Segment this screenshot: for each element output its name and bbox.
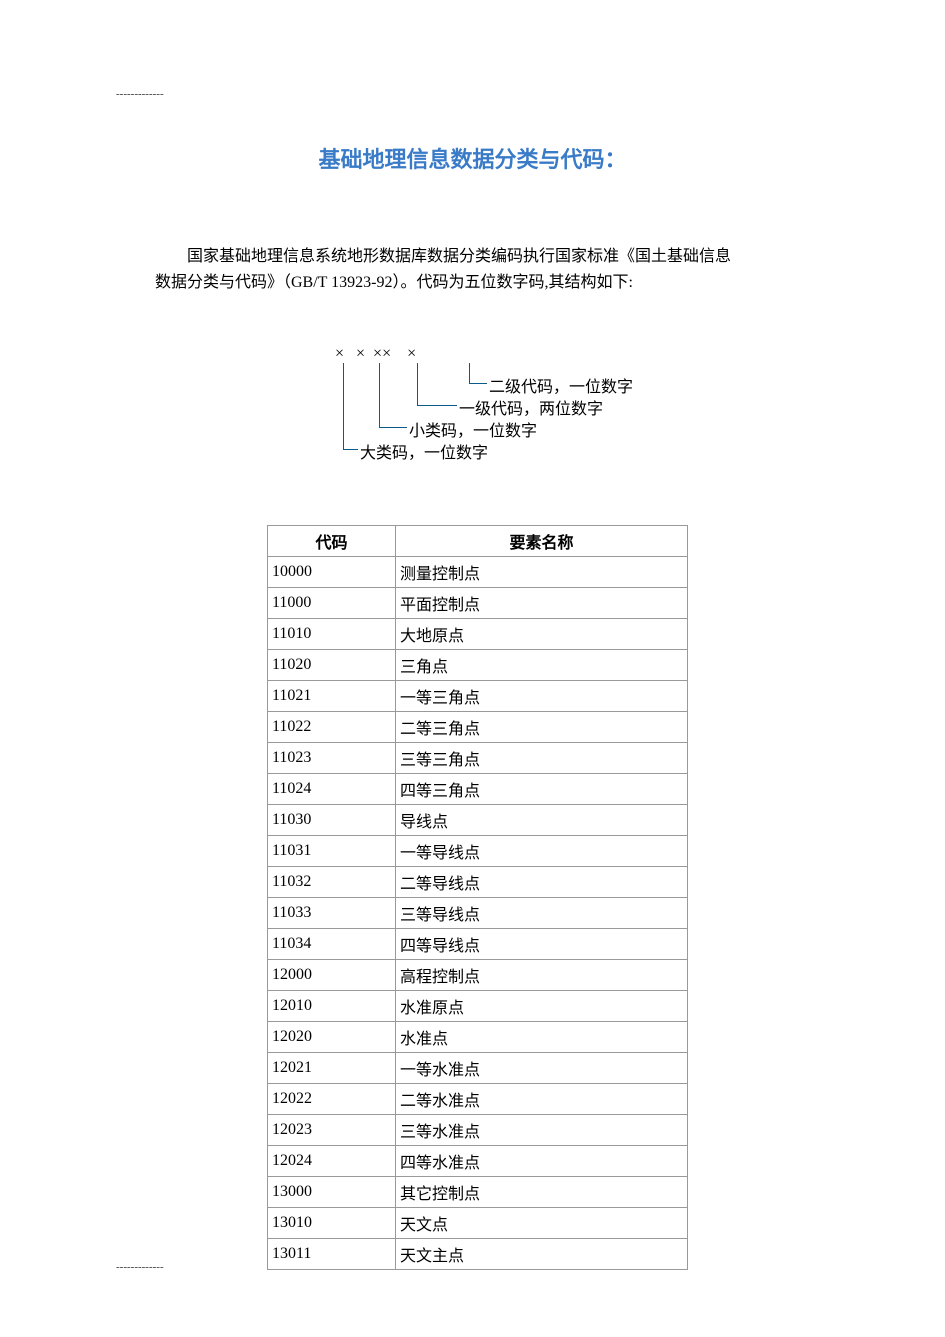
table-header-row: 代码 要素名称 [268, 526, 688, 557]
table-row: 10000测量控制点 [268, 557, 688, 588]
cell-code: 12000 [268, 960, 396, 991]
table-row: 13011天文主点 [268, 1239, 688, 1270]
cell-code: 11020 [268, 650, 396, 681]
diag-vline-1 [343, 363, 344, 449]
cell-name: 水准原点 [396, 991, 688, 1022]
table-row: 11034四等导线点 [268, 929, 688, 960]
cell-name: 一等三角点 [396, 681, 688, 712]
table-row: 11020三角点 [268, 650, 688, 681]
table-row: 12000高程控制点 [268, 960, 688, 991]
intro-line2: 数据分类与代码》（GB/T 13923-92）。代码为五位数字码,其结构如下: [155, 274, 633, 291]
code-structure-diagram: × × ×× × 二级代码，一位数字 一级代码，两位数字 小类码，一位数字 大类… [335, 345, 655, 485]
top-dashes: ------------- [116, 88, 164, 100]
table-row: 11031一等导线点 [268, 836, 688, 867]
diag-label-1: 大类码，一位数字 [360, 439, 488, 463]
table-row: 12021一等水准点 [268, 1053, 688, 1084]
cell-code: 12010 [268, 991, 396, 1022]
diag-vline-2 [379, 363, 380, 427]
table-row: 11032二等导线点 [268, 867, 688, 898]
cell-code: 11032 [268, 867, 396, 898]
page-title: 基础地理信息数据分类与代码： [0, 142, 945, 174]
x-placeholders: × × ×× × [335, 345, 416, 363]
cell-name: 三角点 [396, 650, 688, 681]
cell-name: 其它控制点 [396, 1177, 688, 1208]
cell-name: 三等导线点 [396, 898, 688, 929]
cell-name: 四等导线点 [396, 929, 688, 960]
diag-hline-1 [343, 449, 358, 450]
table-row: 11033三等导线点 [268, 898, 688, 929]
table-row: 11000平面控制点 [268, 588, 688, 619]
diag-label-4: 二级代码，一位数字 [489, 373, 633, 397]
intro-paragraph: 国家基础地理信息系统地形数据库数据分类编码执行国家标准《国土基础信息 数据分类与… [155, 244, 800, 296]
table-row: 13010天文点 [268, 1208, 688, 1239]
diag-label-2: 小类码，一位数字 [409, 417, 537, 441]
cell-code: 12024 [268, 1146, 396, 1177]
cell-name: 三等水准点 [396, 1115, 688, 1146]
table-row: 11030导线点 [268, 805, 688, 836]
cell-code: 11021 [268, 681, 396, 712]
header-name: 要素名称 [396, 526, 688, 557]
cell-code: 12023 [268, 1115, 396, 1146]
table-row: 12022二等水准点 [268, 1084, 688, 1115]
bottom-dashes: ------------- [116, 1261, 164, 1273]
cell-code: 11033 [268, 898, 396, 929]
cell-code: 13000 [268, 1177, 396, 1208]
cell-name: 天文点 [396, 1208, 688, 1239]
table-row: 12020水准点 [268, 1022, 688, 1053]
table-row: 13000其它控制点 [268, 1177, 688, 1208]
cell-name: 天文主点 [396, 1239, 688, 1270]
diag-hline-2 [379, 427, 407, 428]
cell-name: 平面控制点 [396, 588, 688, 619]
cell-name: 二等水准点 [396, 1084, 688, 1115]
cell-name: 导线点 [396, 805, 688, 836]
classification-table: 代码 要素名称 10000测量控制点11000平面控制点11010大地原点110… [267, 525, 687, 1270]
cell-code: 11000 [268, 588, 396, 619]
cell-name: 测量控制点 [396, 557, 688, 588]
cell-name: 一等水准点 [396, 1053, 688, 1084]
table-row: 12024四等水准点 [268, 1146, 688, 1177]
cell-code: 11010 [268, 619, 396, 650]
diag-hline-4 [469, 383, 487, 384]
cell-code: 13011 [268, 1239, 396, 1270]
header-code: 代码 [268, 526, 396, 557]
cell-code: 11023 [268, 743, 396, 774]
cell-name: 大地原点 [396, 619, 688, 650]
diag-hline-3 [417, 405, 457, 406]
cell-name: 水准点 [396, 1022, 688, 1053]
cell-code: 13010 [268, 1208, 396, 1239]
cell-name: 高程控制点 [396, 960, 688, 991]
table-row: 12010水准原点 [268, 991, 688, 1022]
cell-code: 12022 [268, 1084, 396, 1115]
cell-name: 二等三角点 [396, 712, 688, 743]
cell-code: 11031 [268, 836, 396, 867]
diag-label-3: 一级代码，两位数字 [459, 395, 603, 419]
cell-code: 10000 [268, 557, 396, 588]
table-row: 11010大地原点 [268, 619, 688, 650]
cell-name: 二等导线点 [396, 867, 688, 898]
intro-line1: 国家基础地理信息系统地形数据库数据分类编码执行国家标准《国土基础信息 [187, 248, 731, 265]
cell-code: 11034 [268, 929, 396, 960]
cell-code: 11030 [268, 805, 396, 836]
diag-vline-3 [417, 363, 418, 405]
cell-name: 一等导线点 [396, 836, 688, 867]
cell-code: 12021 [268, 1053, 396, 1084]
cell-code: 12020 [268, 1022, 396, 1053]
table-row: 11023三等三角点 [268, 743, 688, 774]
cell-name: 三等三角点 [396, 743, 688, 774]
diag-vline-4 [469, 363, 470, 383]
table-row: 11022二等三角点 [268, 712, 688, 743]
cell-name: 四等水准点 [396, 1146, 688, 1177]
cell-name: 四等三角点 [396, 774, 688, 805]
table-row: 12023三等水准点 [268, 1115, 688, 1146]
table-row: 11021一等三角点 [268, 681, 688, 712]
cell-code: 11022 [268, 712, 396, 743]
table-row: 11024四等三角点 [268, 774, 688, 805]
cell-code: 11024 [268, 774, 396, 805]
